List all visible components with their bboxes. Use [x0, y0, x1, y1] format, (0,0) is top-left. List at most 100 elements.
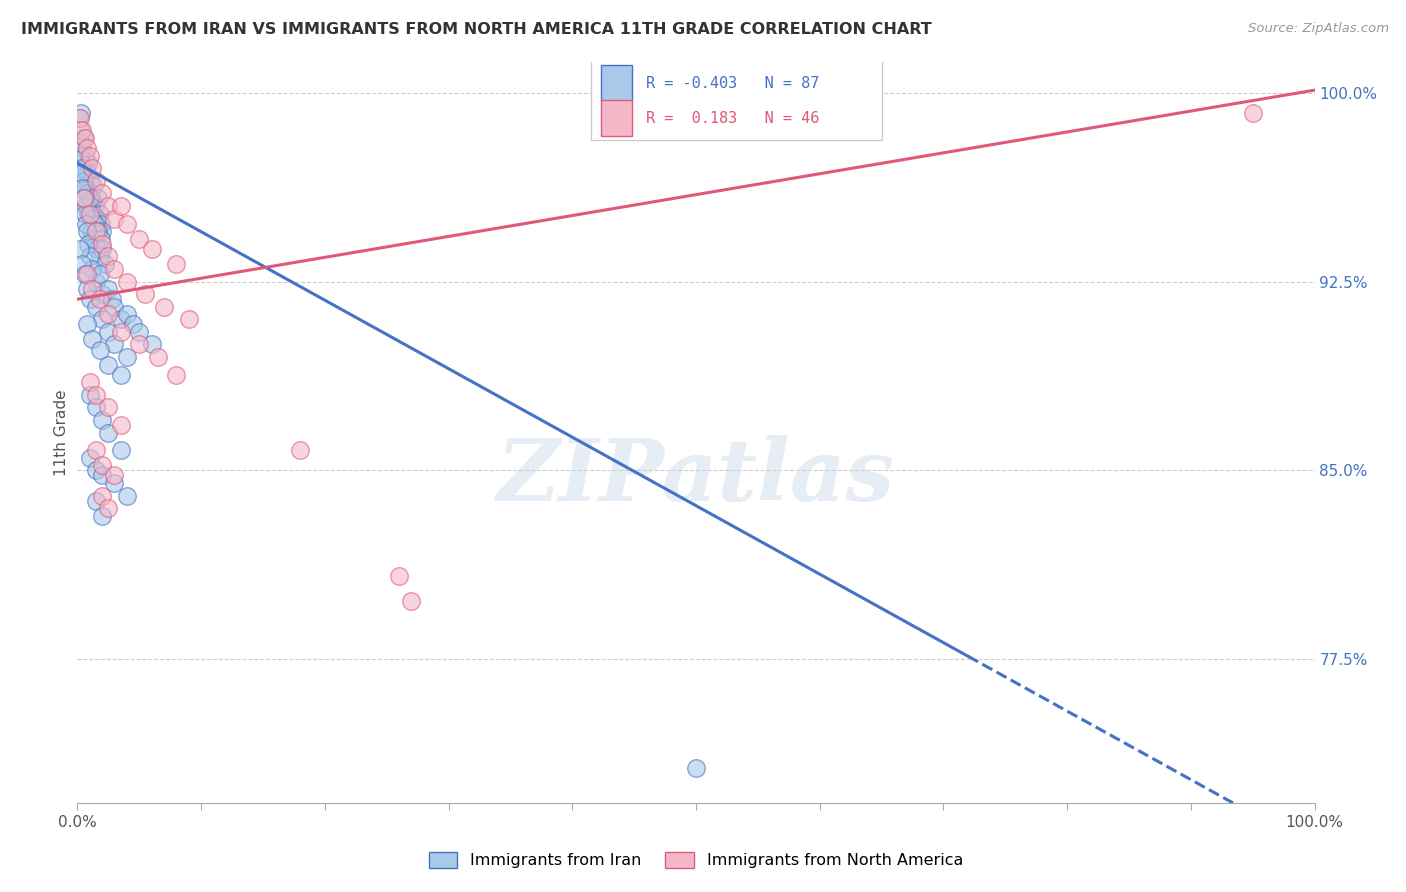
Point — [72, 141, 94, 155]
Point — [97, 282, 120, 296]
Point — [103, 300, 125, 314]
Point — [75, 217, 97, 231]
Point — [77, 236, 100, 251]
FancyBboxPatch shape — [591, 40, 882, 140]
Point — [110, 443, 132, 458]
Point — [91, 489, 114, 503]
Point — [79, 388, 101, 402]
Point — [141, 337, 163, 351]
Point — [91, 224, 114, 238]
Point — [79, 249, 101, 263]
Point — [80, 186, 103, 201]
Point — [73, 267, 96, 281]
Point — [69, 242, 91, 256]
Point — [110, 418, 132, 433]
Point — [87, 224, 110, 238]
Point — [103, 211, 125, 226]
Point — [128, 232, 150, 246]
Point — [76, 282, 98, 296]
Point — [69, 148, 91, 162]
Point — [91, 508, 114, 523]
Point — [1241, 105, 1264, 120]
Point — [73, 206, 96, 220]
Point — [97, 199, 120, 213]
Point — [84, 443, 107, 458]
Point — [70, 136, 93, 150]
Text: R =  0.183   N = 46: R = 0.183 N = 46 — [647, 111, 820, 126]
Point — [76, 166, 98, 180]
Point — [72, 161, 94, 176]
Point — [76, 186, 98, 201]
Text: R = -0.403   N = 87: R = -0.403 N = 87 — [647, 76, 820, 91]
Point — [72, 257, 94, 271]
Point — [89, 343, 111, 357]
Point — [90, 232, 112, 246]
Point — [103, 337, 125, 351]
Point — [86, 242, 108, 256]
Point — [69, 111, 91, 125]
Point — [79, 376, 101, 390]
Point — [73, 148, 96, 162]
Text: Source: ZipAtlas.com: Source: ZipAtlas.com — [1249, 22, 1389, 36]
Point — [76, 141, 98, 155]
Point — [83, 199, 105, 213]
Point — [110, 312, 132, 326]
Point — [72, 181, 94, 195]
Point — [177, 312, 200, 326]
Point — [110, 368, 132, 382]
Point — [82, 161, 104, 176]
Point — [89, 206, 111, 220]
Point — [97, 501, 120, 516]
Point — [153, 300, 176, 314]
Text: IMMIGRANTS FROM IRAN VS IMMIGRANTS FROM NORTH AMERICA 11TH GRADE CORRELATION CHA: IMMIGRANTS FROM IRAN VS IMMIGRANTS FROM … — [21, 22, 932, 37]
Point — [110, 199, 132, 213]
Point — [89, 267, 111, 281]
Point — [77, 206, 100, 220]
Point — [79, 191, 101, 205]
Point — [91, 312, 114, 326]
Point — [84, 174, 107, 188]
Point — [83, 217, 105, 231]
Point — [91, 287, 114, 301]
Point — [103, 261, 125, 276]
Point — [73, 181, 96, 195]
Point — [115, 350, 138, 364]
Point — [84, 463, 107, 477]
Legend: Immigrants from Iran, Immigrants from North America: Immigrants from Iran, Immigrants from No… — [420, 844, 972, 876]
Point — [79, 148, 101, 162]
Point — [91, 468, 114, 483]
Point — [79, 206, 101, 220]
Point — [72, 191, 94, 205]
Point — [72, 123, 94, 137]
Point — [165, 368, 187, 382]
Point — [82, 333, 104, 347]
FancyBboxPatch shape — [600, 101, 631, 136]
Point — [97, 325, 120, 339]
Point — [75, 161, 97, 176]
Point — [84, 388, 107, 402]
Point — [141, 242, 163, 256]
Point — [115, 489, 138, 503]
Point — [91, 236, 114, 251]
Point — [101, 292, 124, 306]
Point — [110, 325, 132, 339]
Point — [82, 261, 104, 276]
Point — [79, 174, 101, 188]
Point — [76, 267, 98, 281]
Point — [82, 282, 104, 296]
Point — [84, 224, 107, 238]
Point — [97, 401, 120, 415]
Point — [89, 249, 111, 263]
Point — [128, 325, 150, 339]
Point — [72, 174, 94, 188]
Point — [97, 358, 120, 372]
Point — [115, 217, 138, 231]
Point — [77, 156, 100, 170]
Point — [91, 242, 114, 256]
Point — [72, 131, 94, 145]
Point — [69, 123, 91, 137]
Point — [90, 217, 112, 231]
Point — [91, 413, 114, 427]
Point — [84, 275, 107, 289]
Point — [97, 307, 120, 321]
